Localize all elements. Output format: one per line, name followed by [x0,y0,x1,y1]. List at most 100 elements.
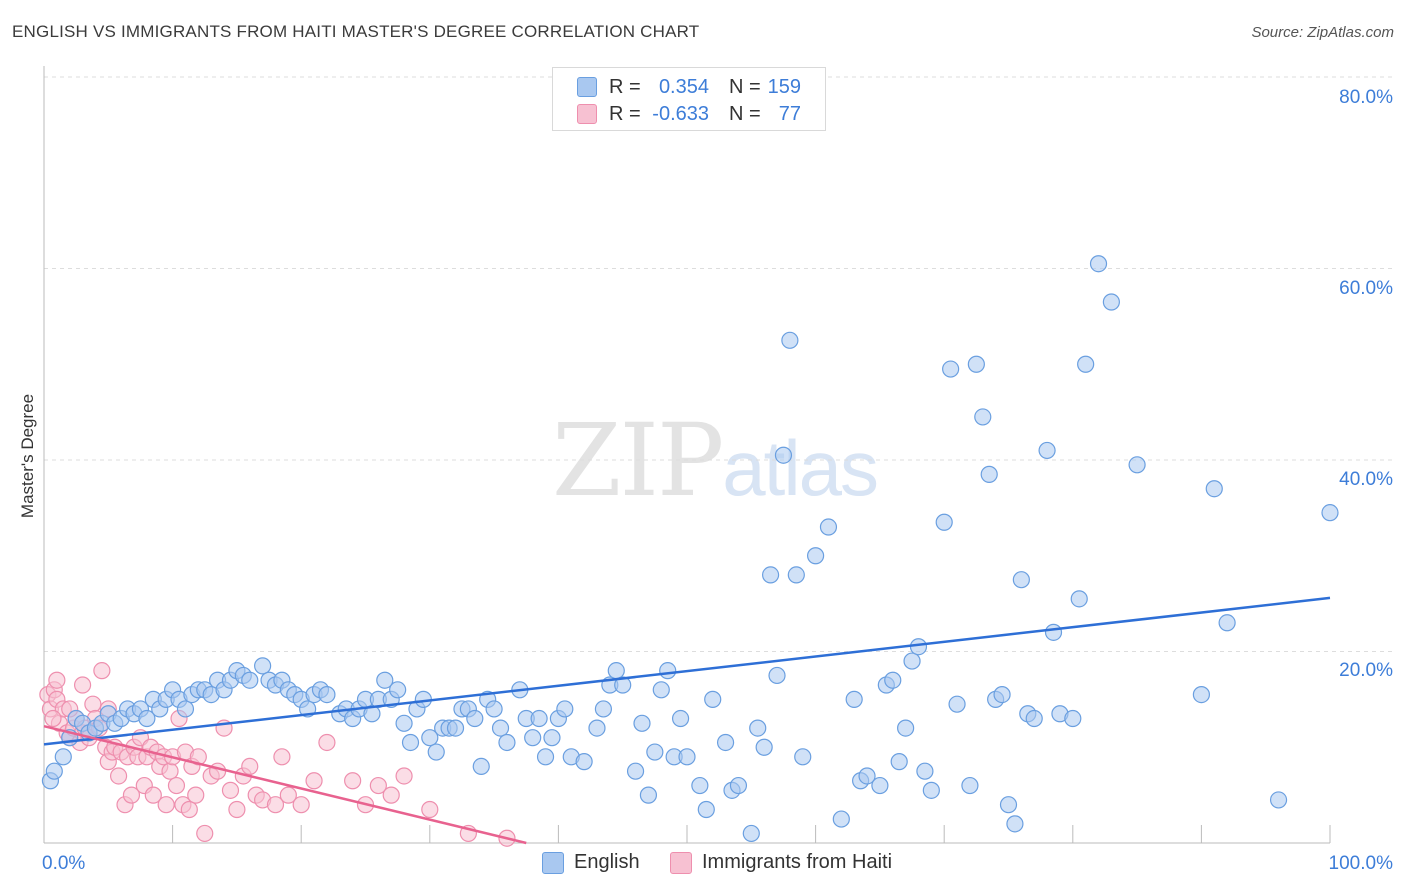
english-point [999,796,1018,814]
english-point [1128,456,1146,474]
haiti-point [180,800,198,819]
english-point [395,714,413,732]
english-point [884,671,902,689]
english-point [948,695,966,713]
english-point [543,729,561,747]
haiti-point [84,695,102,713]
haiti-point [167,776,186,795]
english-point [1070,590,1088,608]
haiti-point [266,796,285,814]
english-point [524,729,542,747]
english-point [318,685,336,704]
english-point [45,762,63,780]
source-label: Source: ZipAtlas.com [1251,24,1394,41]
y-axis-title: Master's Degree [18,393,37,519]
haiti-point [221,781,240,799]
english-point [652,681,670,699]
r-label: R = [609,75,641,98]
english-point [1025,709,1043,728]
english-point [401,733,420,752]
english-point [466,709,484,728]
english-point [633,714,651,732]
x-tick-label: 0.0% [42,853,86,874]
english-point [871,776,889,795]
english-point [671,709,690,728]
english-point [806,547,825,565]
english-point [241,671,259,689]
trend-lines [43,596,1331,845]
haiti-point [318,733,336,752]
n-label: N = [729,75,761,98]
english-point [639,786,658,804]
r-label: R = [609,102,641,125]
haiti-point [209,762,227,780]
english-point [916,762,934,780]
english-point [1012,571,1030,589]
english-point [742,824,760,843]
english-point [1321,504,1339,522]
english-points [41,255,1339,843]
english-point [446,719,465,737]
english-point [942,360,960,378]
english-point [980,465,998,483]
english-point [890,753,908,771]
haiti-point [344,772,362,790]
n-label: N = [729,102,761,125]
english-point [903,652,921,670]
english-point [363,705,381,723]
english-point [659,662,677,680]
english-point [389,681,407,699]
english-point [1006,815,1024,833]
n-value: 77 [778,102,801,125]
x-tick-label: 100.0% [1328,853,1393,874]
english-point [974,408,992,426]
haiti-point [305,772,323,790]
legend-label-haiti: Immigrants from Haiti [702,851,893,873]
english-point [427,743,445,761]
english-point [716,733,735,752]
haiti-point [44,709,62,728]
haiti-point [157,796,175,814]
gridlines [44,76,1392,652]
english-trend-line [43,596,1331,746]
english-point [472,757,490,776]
legend-item-english[interactable]: English [542,851,640,874]
haiti-point [273,748,291,766]
english-point [1077,355,1095,373]
haiti-point [122,786,141,804]
english-point [858,767,876,785]
english-point [1205,480,1223,498]
english-point [588,719,606,737]
english-point [1102,293,1120,311]
english-point [832,810,850,828]
haiti-point [109,767,128,785]
english-point [993,685,1011,704]
haiti-point [382,786,400,804]
english-point [678,748,696,766]
r-value: 0.354 [658,75,709,98]
haiti-point [279,786,297,804]
english-point [1089,255,1108,273]
y-tick-label: 60.0% [1339,278,1393,299]
english-point [967,355,985,373]
haiti-point [369,776,387,795]
haiti-point [241,757,259,776]
legend-item-haiti[interactable]: Immigrants from Haiti [670,851,892,874]
haiti-swatch [670,851,692,874]
english-point [626,762,645,780]
y-tick-label: 20.0% [1339,660,1393,681]
english-swatch [577,77,597,97]
english-point [697,800,715,819]
haiti-point [93,662,111,680]
english-point [755,738,773,756]
english-point [787,566,805,584]
english-point [749,719,767,737]
stats-row-haiti: R = -0.633 N = 77 [577,101,801,127]
axes [43,66,1331,844]
english-point [1044,623,1063,641]
english-point [935,513,953,531]
english-point [761,566,780,584]
r-value: -0.633 [652,102,709,125]
english-point [421,729,439,747]
